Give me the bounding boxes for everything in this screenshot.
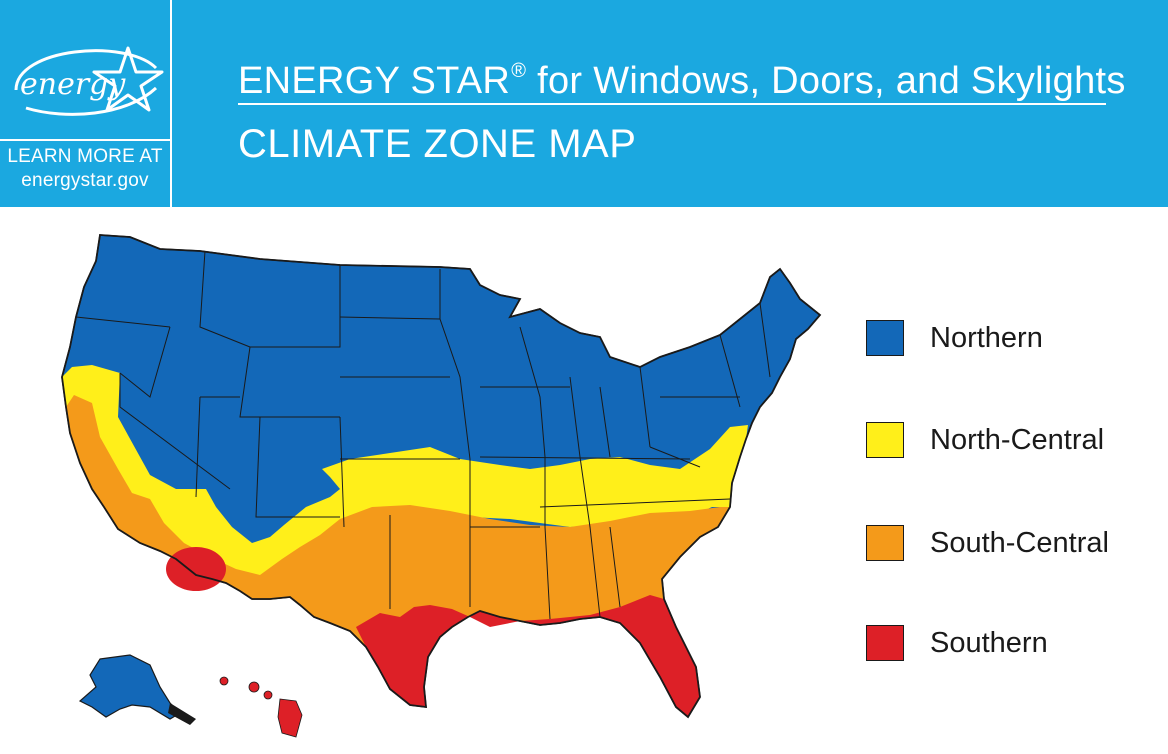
title-divider [238,103,1106,105]
header-banner: energy LEARN MORE AT energystar.gov ENER… [0,0,1168,207]
legend-label-north-central: North-Central [930,424,1105,456]
state-borders [75,250,771,620]
alaska [78,654,181,720]
title-brand: ENERGY STAR [238,60,511,102]
legend-swatch-southern [866,625,904,661]
learn-more-line1: LEARN MORE AT [7,146,163,167]
legend-item-north-central: North-Central [866,420,1156,460]
legend-label-south-central: South-Central [930,527,1109,559]
logo-divider [0,139,170,141]
legend-item-southern: Southern [866,623,1156,663]
registered-mark: ® [511,60,527,82]
legend-label-southern: Southern [930,627,1048,659]
legend-swatch-northern [866,320,904,356]
legend-swatch-north-central [866,422,904,458]
page-title: ENERGY STAR® for Windows, Doors, and Sky… [238,48,1126,104]
alaska-tail [168,703,196,725]
zone-southern [356,595,700,717]
zone-south-central [66,395,730,717]
legend-item-northern: Northern [866,318,1156,358]
legend-item-south-central: South-Central [866,523,1156,563]
title-rest: for Windows, Doors, and Skylights [526,60,1126,102]
page-subtitle: CLIMATE ZONE MAP [238,122,637,166]
us-outline [61,234,822,719]
hawaii [219,676,303,738]
legend-swatch-south-central [866,525,904,561]
learn-more-link[interactable]: energystar.gov [21,170,149,191]
learn-more-text: LEARN MORE AT energystar.gov [0,145,170,193]
energy-star-logo[interactable]: energy LEARN MORE AT energystar.gov [0,0,172,207]
energy-star-icon: energy [14,46,164,116]
zone-southern-arizona [166,547,226,591]
legend-label-northern: Northern [930,322,1043,354]
energy-script-text: energy [20,67,126,102]
zone-north-central [62,365,748,591]
climate-zone-map [61,234,822,738]
